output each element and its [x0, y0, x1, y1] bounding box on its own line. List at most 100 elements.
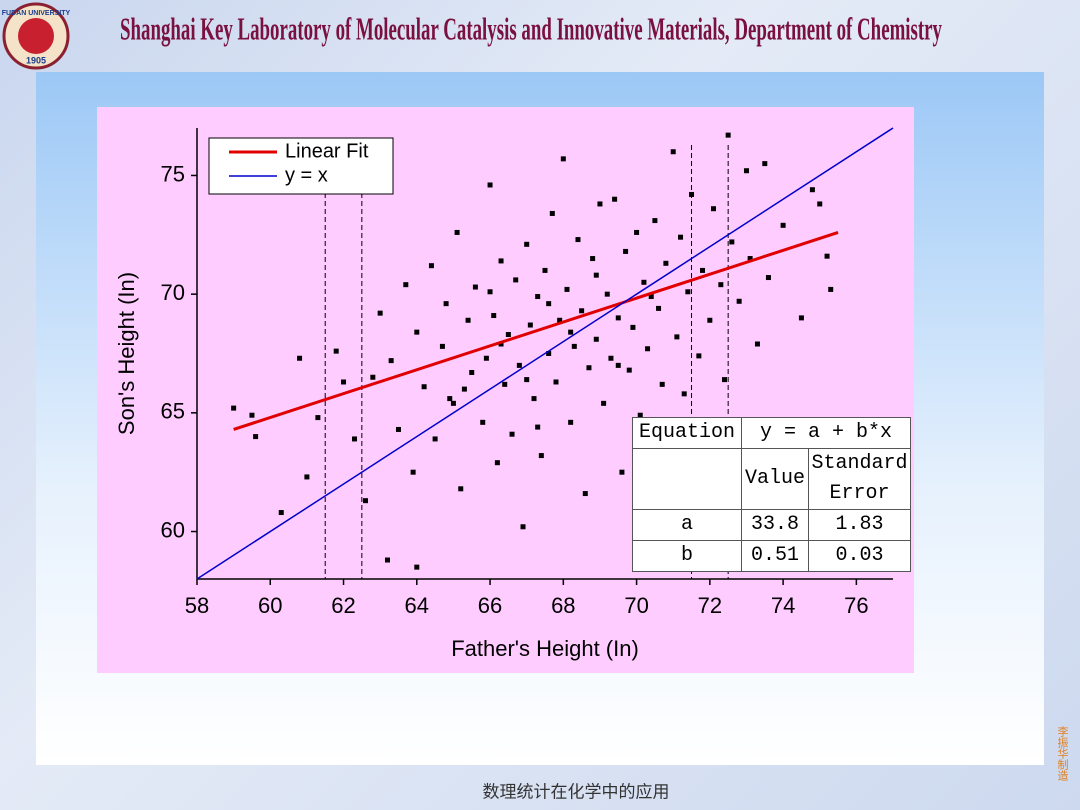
x-tick-label: 76: [844, 593, 868, 618]
cell: y = a + b*x: [741, 417, 911, 449]
point: [278, 510, 284, 516]
point: [828, 286, 834, 292]
point: [579, 308, 585, 314]
point: [619, 469, 625, 475]
cell: [632, 448, 742, 510]
point: [696, 353, 702, 359]
point: [502, 381, 508, 387]
point: [483, 355, 489, 361]
x-axis-label: Father's Height (In): [451, 636, 639, 661]
point: [487, 182, 493, 188]
point: [582, 491, 588, 497]
point: [747, 256, 753, 262]
x-tick-label: 60: [258, 593, 282, 618]
point: [798, 315, 804, 321]
cell: a: [632, 509, 742, 541]
logo-text: FUDAN UNIVERSITY: [2, 10, 71, 17]
point: [656, 305, 662, 311]
point: [568, 419, 574, 425]
point: [414, 329, 420, 335]
point: [546, 351, 552, 356]
point: [516, 362, 522, 368]
point: [593, 336, 599, 342]
x-tick-label: 72: [698, 593, 722, 618]
point: [388, 358, 394, 364]
point: [634, 229, 640, 235]
point: [377, 310, 383, 316]
point: [527, 322, 533, 328]
point: [626, 367, 632, 373]
point: [439, 343, 445, 349]
point: [546, 301, 552, 307]
point: [685, 289, 691, 295]
point: [652, 218, 658, 224]
point: [754, 341, 760, 347]
point: [743, 168, 749, 174]
point: [450, 400, 456, 406]
point: [498, 341, 504, 347]
x-tick-label: 64: [405, 593, 429, 618]
point: [641, 279, 647, 285]
legend-label: Linear Fit: [285, 140, 369, 162]
legend-box: [208, 137, 394, 195]
point: [597, 201, 603, 207]
point: [637, 412, 643, 418]
point: [721, 377, 727, 383]
point: [370, 374, 376, 380]
point: [824, 253, 830, 259]
cell: 1.83: [808, 509, 911, 541]
cell: 33.8: [741, 509, 809, 541]
point: [454, 229, 460, 235]
point: [608, 355, 614, 361]
point: [505, 332, 511, 338]
point: [674, 334, 680, 340]
point: [762, 161, 768, 167]
x-tick-label: 66: [478, 593, 502, 618]
cell: Value: [741, 448, 809, 510]
x-tick-label: 62: [331, 593, 355, 618]
point: [421, 384, 427, 390]
point: [604, 291, 610, 297]
point: [663, 260, 669, 266]
footer-text: 数理统计在化学中的应用: [483, 783, 670, 803]
cell: 0.51: [741, 540, 809, 572]
point: [630, 324, 636, 330]
point: [678, 234, 684, 240]
point: [615, 315, 621, 321]
line-series: [233, 231, 839, 431]
header-title: Shanghai Key Laboratory of Molecular Cat…: [120, 10, 942, 46]
point: [461, 386, 467, 392]
point: [586, 365, 592, 371]
point: [363, 498, 369, 504]
point: [538, 453, 544, 459]
point: [659, 381, 665, 387]
point: [593, 272, 599, 278]
legend-label: y = x: [285, 164, 328, 186]
point: [736, 298, 742, 304]
point: [341, 379, 347, 385]
point: [524, 241, 530, 247]
y-tick-label: 75: [161, 161, 185, 186]
y-tick-label: 65: [161, 399, 185, 424]
point: [443, 301, 449, 307]
point: [447, 396, 453, 402]
point: [487, 289, 493, 295]
point: [315, 415, 321, 421]
point: [689, 191, 695, 197]
point: [410, 469, 416, 475]
point: [817, 201, 823, 207]
point: [524, 377, 530, 383]
point: [403, 282, 409, 288]
fit-table: Equation y = a + b*x Value Standard Error …: [632, 417, 911, 572]
point: [458, 486, 464, 492]
point: [480, 419, 486, 425]
x-tick-label: 70: [624, 593, 648, 618]
point: [509, 431, 515, 437]
point: [718, 282, 724, 288]
x-tick-label: 58: [185, 593, 209, 618]
point: [469, 369, 475, 375]
point: [535, 424, 541, 430]
point: [780, 222, 786, 228]
